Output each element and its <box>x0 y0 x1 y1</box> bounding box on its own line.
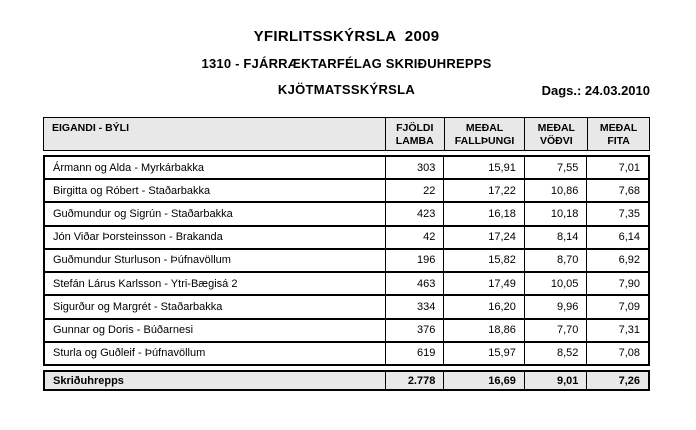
header-lambs-line2: LAMBA <box>395 135 434 147</box>
header-cell-lamb-count: FJÖLDI LAMBA <box>384 118 444 150</box>
header-owner-label: EIGANDI - BÝLI <box>52 122 130 134</box>
muscle-cell: 7,70 <box>523 319 587 341</box>
section-title: KJÖTMATSSKÝRSLA <box>277 82 416 97</box>
report-date: Dags.: 24.03.2010 <box>541 83 650 98</box>
fat-cell: 7,90 <box>586 273 648 295</box>
report-title: YFIRLITSSKÝRSLA 2009 <box>253 28 440 45</box>
carcass-cell: 18,86 <box>443 319 523 341</box>
total-grid: Skriðuhrepps 2.778 16,69 9,01 7,26 <box>45 372 648 389</box>
header-carcass-line2: FALLÞUNGI <box>454 135 515 147</box>
header-cell-fat: MEÐAL FITA <box>587 118 649 150</box>
table-row: Birgitta og Róbert - Staðarbakka 22 17,2… <box>45 178 648 202</box>
table-total-row: Skriðuhrepps 2.778 16,69 9,01 7,26 <box>43 370 650 391</box>
carcass-cell: 17,22 <box>443 180 523 202</box>
header-muscle-line2: VÖÐVI <box>539 135 573 147</box>
fat-cell: 7,35 <box>586 203 648 225</box>
carcass-cell: 17,49 <box>443 273 523 295</box>
table-header-row: EIGANDI - BÝLI FJÖLDI LAMBA MEÐAL FALLÞU… <box>44 118 649 150</box>
fat-cell: 7,09 <box>586 296 648 318</box>
fat-cell: 6,92 <box>586 249 648 272</box>
header-cell-owner: EIGANDI - BÝLI <box>44 118 385 150</box>
total-fat-cell: 7,26 <box>586 372 648 389</box>
total-carcass-cell: 16,69 <box>443 372 523 389</box>
owner-cell: Guðmundur og Sigrún - Staðarbakka <box>53 208 233 221</box>
owner-cell: Guðmundur Sturluson - Þúfnavöllum <box>53 254 231 267</box>
report-subtitle: 1310 - FJÁRRÆKTARFÉLAG SKRIÐUHREPPS <box>201 56 492 71</box>
owner-cell: Ármann og Alda - Myrkárbakka <box>53 161 205 174</box>
fat-cell: 6,14 <box>586 226 648 248</box>
table-row: Stefán Lárus Karlsson - Ytri-Bægisá 2 46… <box>45 271 648 295</box>
carcass-cell: 15,97 <box>443 342 523 364</box>
header-lambs-line1: FJÖLDI <box>396 122 434 134</box>
table-row: Sigurður og Margrét - Staðarbakka 334 16… <box>45 294 648 318</box>
carcass-cell: 17,24 <box>443 226 523 248</box>
muscle-cell: 7,55 <box>523 157 587 179</box>
carcass-cell: 15,91 <box>443 157 523 179</box>
header-muscle-line1: MEÐAL <box>537 122 575 134</box>
owner-cell: Birgitta og Róbert - Staðarbakka <box>53 184 211 197</box>
table-row: Ármann og Alda - Myrkárbakka 303 15,91 7… <box>45 157 648 179</box>
lambs-cell: 42 <box>384 226 444 248</box>
lambs-cell: 619 <box>384 342 444 364</box>
muscle-cell: 8,52 <box>523 342 587 364</box>
lambs-cell: 22 <box>384 180 444 202</box>
fat-cell: 7,31 <box>586 319 648 341</box>
lambs-cell: 376 <box>384 319 444 341</box>
header-cell-muscle: MEÐAL VÖÐVI <box>524 118 587 150</box>
owner-cell: Sturla og Guðleif - Þúfnavöllum <box>53 347 206 360</box>
lambs-cell: 303 <box>384 157 444 179</box>
header-fat-line1: MEÐAL <box>599 122 638 134</box>
owner-cell: Stefán Lárus Karlsson - Ytri-Bægisá 2 <box>53 277 238 290</box>
table-header: EIGANDI - BÝLI FJÖLDI LAMBA MEÐAL FALLÞU… <box>43 117 650 151</box>
owner-cell: Gunnar og Doris - Búðarnesi <box>53 324 194 337</box>
total-muscle-cell: 9,01 <box>523 372 587 389</box>
muscle-cell: 10,18 <box>523 203 587 225</box>
lambs-cell: 463 <box>384 273 444 295</box>
muscle-cell: 10,05 <box>523 273 587 295</box>
muscle-cell: 9,96 <box>523 296 587 318</box>
owner-cell: Jón Viðar Þorsteinsson - Brakanda <box>53 231 223 244</box>
header-carcass-line1: MEÐAL <box>465 122 504 134</box>
header-fat-line2: FITA <box>607 135 630 147</box>
carcass-cell: 16,20 <box>443 296 523 318</box>
table-row: Sturla og Guðleif - Þúfnavöllum 619 15,9… <box>45 340 648 364</box>
fat-cell: 7,08 <box>586 342 648 364</box>
carcass-cell: 15,82 <box>443 249 523 272</box>
total-label: Skriðuhrepps <box>53 374 124 387</box>
table-row: Gunnar og Doris - Búðarnesi 376 18,86 7,… <box>45 317 648 341</box>
fat-cell: 7,68 <box>586 180 648 202</box>
table-body: Ármann og Alda - Myrkárbakka 303 15,91 7… <box>43 155 650 366</box>
fat-cell: 7,01 <box>586 157 648 179</box>
lambs-cell: 334 <box>384 296 444 318</box>
lambs-cell: 423 <box>384 203 444 225</box>
owner-cell: Sigurður og Margrét - Staðarbakka <box>53 300 223 313</box>
table-row: Jón Viðar Þorsteinsson - Brakanda 42 17,… <box>45 224 648 248</box>
muscle-cell: 10,86 <box>523 180 587 202</box>
header-cell-carcass-weight: MEÐAL FALLÞUNGI <box>443 118 525 150</box>
table-row: Guðmundur Sturluson - Þúfnavöllum 196 15… <box>45 247 648 272</box>
muscle-cell: 8,70 <box>523 249 587 272</box>
table-row: Guðmundur og Sigrún - Staðarbakka 423 16… <box>45 201 648 225</box>
lambs-cell: 196 <box>384 249 444 272</box>
carcass-cell: 16,18 <box>443 203 523 225</box>
muscle-cell: 8,14 <box>523 226 587 248</box>
total-lambs-cell: 2.778 <box>384 372 444 389</box>
